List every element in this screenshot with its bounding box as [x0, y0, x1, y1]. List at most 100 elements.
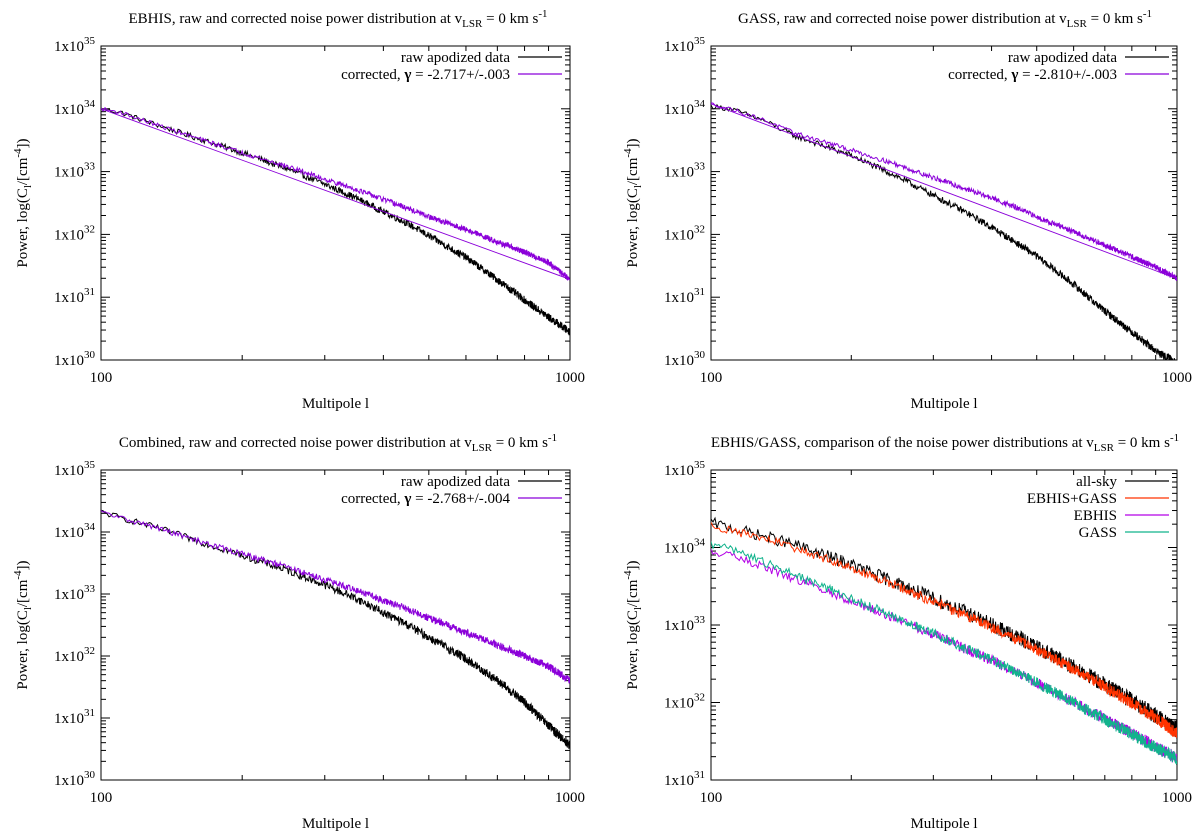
series-line-corrected [101, 106, 570, 281]
y-tick-base: 1x10 [664, 618, 694, 634]
y-tick-base: 1x10 [54, 227, 84, 243]
chart-title-tail: = 0 km s [492, 435, 548, 451]
legend-label-main: EBHIS+GASS [1027, 491, 1117, 507]
series-line-raw-apodized-data [101, 509, 570, 749]
y-tick-base: 1x10 [54, 290, 84, 306]
plot-frame [710, 45, 1178, 361]
y-axis-label: Power, log(Cl/[cm-4]) [12, 560, 34, 689]
y-tick-exp: 35 [84, 35, 96, 47]
x-tick-label: 100 [700, 370, 723, 386]
y-tick-exp: 31 [694, 769, 705, 781]
y-axis-label-end: ]) [625, 560, 641, 570]
y-axis-label-mid: /[cm [625, 157, 641, 185]
y-tick-base: 1x10 [664, 463, 694, 479]
y-tick-base: 1x10 [664, 39, 694, 55]
x-axis-label: Multipole l [302, 396, 369, 412]
y-tick-base: 1x10 [664, 353, 694, 369]
y-tick-label: 1x1034 [54, 98, 96, 118]
chart-title-tail: = 0 km s [482, 11, 538, 27]
y-axis-label-sub: l [22, 185, 34, 188]
chart-title-v-sub: LSR [1067, 18, 1088, 30]
chart-panel-1: EBHIS, raw and corrected noise power dis… [12, 8, 585, 412]
chart-title-v: v [1086, 435, 1094, 451]
chart-title-tail: = 0 km s [1114, 435, 1170, 451]
y-tick-exp: 34 [694, 98, 706, 110]
series-line-corrected [711, 102, 1177, 281]
y-tick-exp: 33 [694, 161, 706, 173]
y-tick-exp: 35 [694, 35, 706, 47]
series-line-ebhis-gass [711, 522, 1177, 739]
legend-label: corrected, γ = -2.810+/-.003 [948, 67, 1117, 83]
chart-title-main: EBHIS, raw and corrected noise power dis… [129, 11, 452, 27]
chart-title-v-sub: LSR [462, 18, 483, 30]
chart-title-tail: = 0 km s [1087, 11, 1143, 27]
x-tick-label: 1000 [1162, 790, 1192, 806]
y-tick-exp: 30 [84, 769, 96, 781]
legend-label: raw apodized data [401, 474, 510, 490]
legend-label: all-sky [1076, 474, 1117, 490]
series-line-gass [711, 541, 1177, 765]
y-tick-exp: 33 [84, 583, 96, 595]
y-tick-label: 1x1035 [54, 35, 96, 55]
y-axis-label-sub: l [632, 185, 644, 188]
y-tick-label: 1x1031 [664, 769, 705, 789]
y-tick-label: 1x1033 [664, 614, 706, 634]
y-axis-label-sup: -4 [12, 570, 24, 580]
y-tick-label: 1x1033 [664, 161, 706, 181]
chart-title: GASS, raw and corrected noise power dist… [738, 8, 1152, 30]
legend-value: = -2.717+/-.003 [411, 67, 510, 83]
y-tick-exp: 34 [694, 537, 706, 549]
legend-label-main: EBHIS [1074, 508, 1117, 524]
y-tick-label: 1x1034 [54, 521, 96, 541]
legend-value: = -2.768+/-.004 [411, 491, 510, 507]
y-axis-label-main: Power, log(C [625, 610, 641, 689]
y-tick-exp: 32 [84, 645, 95, 657]
series-line-fit [711, 103, 1177, 280]
y-tick-exp: 34 [84, 521, 96, 533]
legend-gamma: γ [403, 67, 411, 83]
legend-label-main: raw apodized data [401, 474, 510, 490]
y-tick-exp: 31 [84, 286, 95, 298]
y-tick-base: 1x10 [664, 541, 694, 557]
y-axis-label-sub: l [632, 607, 644, 610]
y-tick-base: 1x10 [54, 353, 84, 369]
x-tick-label: 1000 [555, 790, 585, 806]
chart-title-sup: -1 [1143, 8, 1152, 20]
y-tick-base: 1x10 [54, 102, 84, 118]
y-tick-label: 1x1033 [54, 583, 96, 603]
y-axis-label: Power, log(Cl/[cm-4]) [622, 560, 644, 689]
series-line-corrected [101, 510, 570, 684]
y-axis-label-sup: -4 [12, 148, 24, 158]
y-tick-label: 1x1032 [664, 692, 705, 712]
legend-label-main: corrected, [948, 67, 1011, 83]
y-axis-label-mid: /[cm [15, 157, 31, 185]
legend-label: corrected, γ = -2.768+/-.004 [341, 491, 510, 507]
y-tick-exp: 35 [84, 459, 96, 471]
chart-title-sup: -1 [548, 432, 557, 444]
series-line-raw-apodized-data [711, 103, 1176, 360]
y-tick-base: 1x10 [54, 39, 84, 55]
y-tick-label: 1x1031 [54, 707, 95, 727]
plot-frame [100, 45, 571, 361]
legend-label: corrected, γ = -2.717+/-.003 [341, 67, 510, 83]
y-tick-label: 1x1031 [664, 286, 705, 306]
y-tick-exp: 30 [84, 349, 96, 361]
legend-label: EBHIS+GASS [1027, 491, 1117, 507]
legend-label-main: raw apodized data [401, 50, 510, 66]
y-tick-exp: 35 [694, 459, 706, 471]
chart-title-v-sub: LSR [1094, 442, 1115, 454]
x-tick-label: 100 [90, 370, 113, 386]
legend-label-main: corrected, [341, 67, 404, 83]
chart-title: EBHIS, raw and corrected noise power dis… [129, 8, 548, 30]
series-line-fit [101, 108, 570, 280]
legend-label: EBHIS [1074, 508, 1117, 524]
y-tick-label: 1x1035 [664, 459, 706, 479]
chart-title-v-sub: LSR [472, 442, 493, 454]
chart-title-sup: -1 [538, 8, 547, 20]
legend-gamma: γ [1010, 67, 1018, 83]
y-axis-label-main: Power, log(C [15, 188, 31, 267]
y-axis-label-sup: -4 [622, 148, 634, 158]
y-tick-exp: 32 [84, 223, 95, 235]
y-tick-exp: 32 [694, 692, 705, 704]
